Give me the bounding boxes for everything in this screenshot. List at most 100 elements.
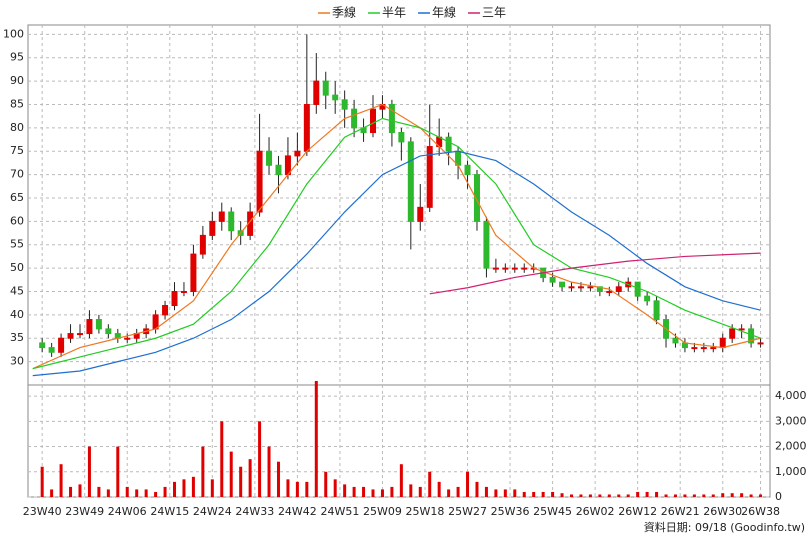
volume-bar xyxy=(759,494,763,497)
candle-body xyxy=(398,132,405,143)
candle-body xyxy=(275,164,282,176)
candle-body xyxy=(303,103,310,152)
candle-body xyxy=(190,253,197,292)
x-tick-label: 26W38 xyxy=(741,505,780,518)
candle-body xyxy=(48,347,55,353)
volume-bar xyxy=(579,494,583,497)
volume-bar xyxy=(239,466,243,497)
volume-bar xyxy=(636,491,640,497)
volume-bar xyxy=(78,484,82,497)
volume-bar xyxy=(702,494,706,497)
candle-body xyxy=(105,328,112,335)
y2-tick-label: 4,000 xyxy=(775,389,807,402)
volume-bar xyxy=(475,481,479,497)
candle-body xyxy=(388,103,395,134)
candle-body xyxy=(417,206,424,222)
volume-bar xyxy=(447,489,451,497)
volume-bar xyxy=(466,471,470,497)
y2-tick-label: 2,000 xyxy=(775,440,807,453)
candle-body xyxy=(370,108,377,134)
candle-body xyxy=(256,150,263,213)
candle-body xyxy=(615,286,622,292)
volume-bar xyxy=(617,494,621,497)
volume-bar xyxy=(305,481,309,497)
plot-frame xyxy=(27,24,771,498)
volume-bar xyxy=(286,479,290,497)
y-tick-label: 70 xyxy=(10,168,24,181)
y-tick-label: 75 xyxy=(10,144,24,157)
candle-body xyxy=(700,347,707,350)
volume-bar xyxy=(494,489,498,497)
volume-bar xyxy=(324,471,328,497)
candle-body xyxy=(710,347,717,350)
candle-body xyxy=(322,80,329,96)
candle-body xyxy=(86,319,93,335)
candle-body xyxy=(587,286,594,289)
x-tick-label: 25W27 xyxy=(448,505,487,518)
volume-bar xyxy=(163,486,167,497)
x-tick-label: 24W15 xyxy=(150,505,189,518)
volume-bar xyxy=(588,494,592,497)
volume-bar xyxy=(173,481,177,497)
x-tick-label: 26W30 xyxy=(703,505,742,518)
candle-body xyxy=(511,267,518,270)
volume-bar xyxy=(144,489,148,497)
ma-line xyxy=(32,117,761,370)
volume-bar xyxy=(87,446,91,497)
candle-body xyxy=(426,146,433,208)
candle-body xyxy=(445,136,452,152)
y2-tick-label: 3,000 xyxy=(775,414,807,427)
volume-bar xyxy=(484,486,488,497)
legend-label: 三年 xyxy=(482,6,506,20)
y-tick-label: 55 xyxy=(10,238,24,251)
candle-body xyxy=(757,342,764,345)
candle-body xyxy=(738,328,745,331)
y-tick-label: 45 xyxy=(10,284,24,297)
candle-body xyxy=(351,108,358,129)
x-tick-label: 24W24 xyxy=(193,505,232,518)
volume-bar xyxy=(267,446,271,497)
candle-body xyxy=(691,347,698,350)
x-tick-label: 25W36 xyxy=(491,505,530,518)
source-note: 資料日期: 09/18 (Goodinfo.tw) xyxy=(644,520,805,534)
y-tick-label: 85 xyxy=(10,97,24,110)
volume-bar xyxy=(154,491,158,497)
volume-bar xyxy=(730,493,734,497)
volume-bar xyxy=(513,489,517,497)
volume-bar xyxy=(740,493,744,497)
volume-bar xyxy=(673,494,677,497)
volume-bar xyxy=(125,486,129,497)
candle-body xyxy=(209,220,216,236)
x-tick-label: 24W42 xyxy=(278,505,317,518)
candle-body xyxy=(719,337,726,349)
candle-body xyxy=(228,211,235,232)
y2-tick-label: 0 xyxy=(775,490,782,503)
candle-body xyxy=(266,150,273,166)
volume-bar xyxy=(362,486,366,497)
legend-label: 年線 xyxy=(432,5,456,20)
volume-bar xyxy=(428,471,432,497)
candle-body xyxy=(171,290,178,307)
candle-body xyxy=(606,290,613,293)
candle-body xyxy=(294,150,301,157)
volume-bar xyxy=(371,489,375,497)
volume-bar xyxy=(532,491,536,497)
candle-body xyxy=(521,267,528,270)
y-tick-label: 40 xyxy=(10,308,24,321)
candle-body xyxy=(95,319,102,330)
volume-bar xyxy=(711,494,715,497)
volume-bar xyxy=(182,479,186,497)
volume-bar xyxy=(503,489,507,497)
candle-body xyxy=(502,267,509,270)
volume-bar xyxy=(749,494,753,497)
y-tick-label: 65 xyxy=(10,191,24,204)
volume-bar xyxy=(522,491,526,497)
y-tick-label: 95 xyxy=(10,51,24,64)
y-tick-label: 100 xyxy=(3,27,24,40)
volume-bar xyxy=(210,479,214,497)
candle-body xyxy=(199,234,206,255)
ma-line xyxy=(429,252,761,295)
candle-body xyxy=(577,286,584,289)
x-tick-label: 23W49 xyxy=(65,505,104,518)
